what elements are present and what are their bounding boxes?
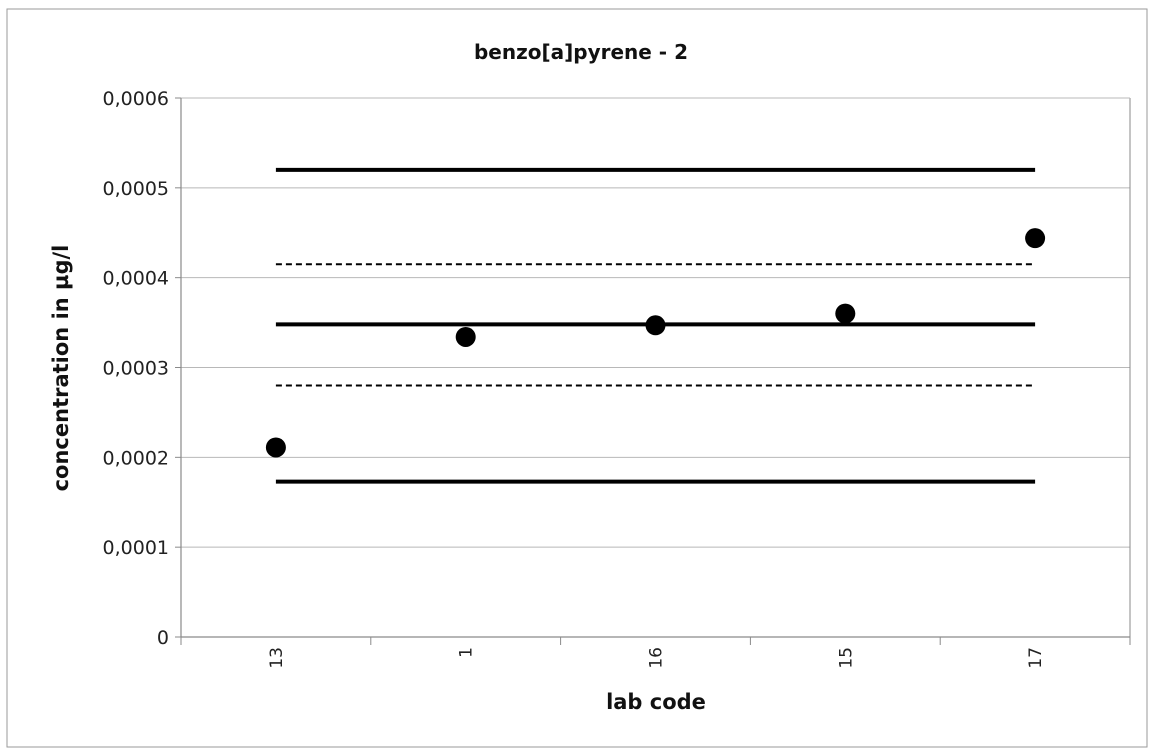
axes	[175, 97, 1131, 645]
y-tick-label: 0,0003	[103, 358, 169, 380]
x-axis-title: lab code	[606, 690, 706, 714]
data-point	[645, 315, 666, 336]
chart-frame	[6, 8, 1148, 748]
data-point	[1025, 228, 1046, 249]
y-tick-label: 0,0002	[103, 447, 169, 469]
y-tick-label: 0	[157, 627, 169, 649]
x-tick-label: 16	[647, 647, 667, 669]
x-tick-label: 15	[836, 647, 856, 669]
y-axis-title: concentration in µg/l	[49, 245, 73, 492]
data-points	[265, 228, 1046, 458]
x-tick-label: 13	[267, 647, 287, 669]
data-point	[455, 326, 476, 347]
data-point	[265, 437, 286, 458]
y-tick-label: 0,0005	[103, 178, 169, 200]
y-tick-labels: 0 0,0001 0,0002 0,0003 0,0004 0,0005 0,0006	[103, 88, 169, 649]
y-tick-label: 0,0004	[103, 268, 169, 290]
x-tick-label: 1	[457, 647, 477, 658]
data-point	[835, 303, 856, 324]
y-tick-label: 0,0006	[103, 88, 169, 110]
x-tick-labels: 13 1 16 15 17	[267, 647, 1046, 669]
x-tick-label: 17	[1026, 647, 1046, 669]
y-tick-label: 0,0001	[103, 537, 169, 559]
chart-title: benzo[a]pyrene - 2	[474, 40, 688, 64]
